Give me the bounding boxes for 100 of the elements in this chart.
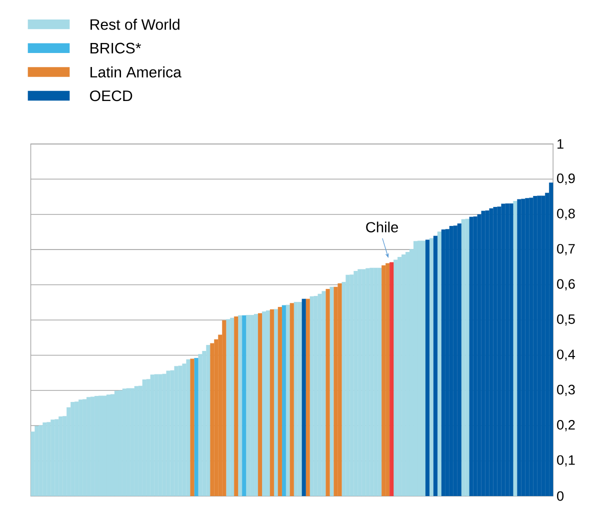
bar	[298, 302, 302, 496]
bar	[525, 198, 530, 496]
bar	[54, 419, 59, 496]
y-tick-label: 0,2	[557, 420, 575, 432]
bar	[242, 316, 246, 496]
bar	[481, 210, 486, 496]
bar	[290, 303, 294, 496]
bar	[78, 400, 83, 496]
bar	[126, 388, 130, 496]
bar	[94, 396, 99, 496]
bar	[50, 420, 55, 496]
bar	[278, 307, 282, 496]
y-tick-label: 0,6	[557, 279, 575, 291]
bar	[326, 289, 330, 496]
bar	[102, 396, 107, 496]
bar	[485, 210, 490, 496]
bar	[122, 388, 126, 496]
bar	[541, 196, 546, 496]
bar	[142, 380, 146, 496]
legend-label: Latin America	[90, 66, 182, 78]
bar	[346, 275, 350, 496]
bar	[206, 345, 210, 496]
y-tick-label: 0,5	[557, 314, 575, 326]
bar	[473, 216, 478, 496]
y-tick-label: 0,3	[557, 384, 575, 396]
bar	[134, 386, 138, 496]
bar	[258, 313, 262, 496]
bar	[366, 268, 370, 496]
bar	[150, 374, 154, 496]
bar	[350, 274, 354, 496]
bar	[378, 268, 382, 496]
bar	[270, 310, 274, 496]
bar	[370, 268, 374, 496]
bar	[509, 204, 514, 496]
bar	[250, 315, 254, 496]
bar	[186, 360, 190, 496]
bar	[469, 216, 474, 496]
bar	[194, 358, 198, 496]
bar	[445, 229, 450, 496]
bar	[413, 241, 418, 496]
bar	[170, 370, 174, 496]
bar	[425, 240, 430, 496]
bar	[382, 266, 386, 496]
bar	[417, 240, 422, 496]
bar	[314, 296, 318, 496]
bar	[493, 207, 498, 496]
bar	[178, 366, 182, 496]
bar	[433, 236, 438, 496]
bar	[457, 224, 462, 496]
bar	[162, 374, 166, 496]
bar	[154, 374, 158, 496]
bar	[118, 390, 123, 496]
bar	[449, 226, 454, 496]
y-tick-label: 0,4	[557, 350, 576, 362]
y-tick-label: 0,9	[557, 174, 575, 185]
bar	[477, 214, 482, 496]
bar	[529, 198, 534, 496]
legend-label: Rest of World	[90, 18, 180, 30]
bar	[441, 230, 446, 496]
bar	[398, 257, 402, 496]
bar	[405, 252, 410, 496]
bar	[501, 204, 506, 496]
bar	[110, 394, 115, 496]
bar	[489, 208, 494, 496]
bar	[230, 318, 234, 496]
bar	[70, 402, 75, 496]
bar	[58, 416, 63, 496]
bar	[421, 240, 426, 496]
bar	[374, 268, 378, 496]
bar	[322, 291, 326, 496]
bar	[497, 206, 502, 496]
bar	[390, 262, 394, 496]
bar	[210, 343, 214, 496]
bar	[354, 271, 358, 496]
bar	[318, 294, 322, 496]
bar	[158, 374, 162, 496]
bar	[266, 310, 270, 496]
bar	[533, 196, 538, 496]
y-tick-label: 0,7	[557, 244, 575, 256]
bar	[282, 305, 286, 496]
annotation: Chile	[366, 222, 398, 233]
bar	[386, 263, 390, 496]
y-tick-label: 0	[557, 491, 564, 502]
bar	[334, 287, 338, 496]
bar	[465, 219, 470, 496]
bar	[453, 226, 458, 496]
bar	[306, 299, 310, 496]
bar	[38, 425, 43, 496]
bar	[521, 199, 526, 496]
bar	[505, 204, 510, 496]
bar	[302, 299, 306, 496]
bar	[222, 320, 226, 496]
y-tick-label: 0,1	[557, 455, 575, 467]
bar	[106, 394, 111, 496]
bar	[46, 422, 51, 496]
bar	[34, 426, 39, 496]
bar	[338, 284, 342, 496]
bar	[114, 390, 119, 496]
bar	[98, 396, 103, 496]
bar	[42, 422, 47, 496]
